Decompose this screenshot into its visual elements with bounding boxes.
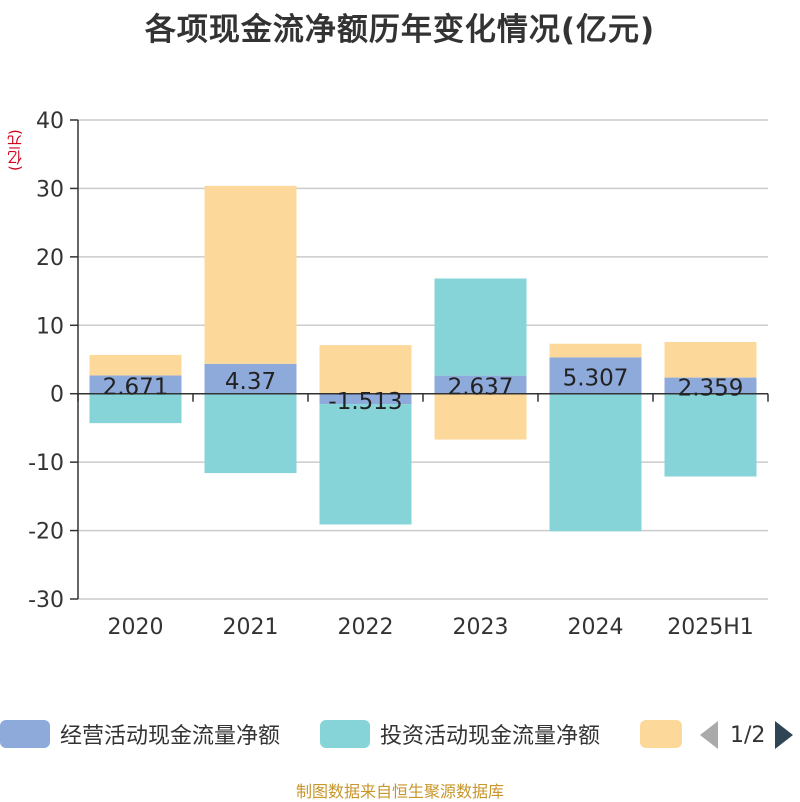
bar-operating-2022 (319, 393, 412, 405)
data-label-2023: 2.637 (448, 375, 514, 401)
bar-financing-2022 (319, 345, 412, 394)
data-label-2024: 5.307 (563, 366, 629, 392)
x-tick-label: 2020 (108, 615, 164, 640)
pager-prev-icon[interactable] (700, 721, 718, 749)
bar-financing-2020 (89, 354, 182, 376)
legend-item-investing[interactable]: 投资活动现金流量净额 (320, 716, 600, 752)
bar-investing-2020 (89, 393, 182, 424)
bar-financing-2023 (434, 393, 527, 440)
bar-financing-2025H1 (664, 341, 757, 378)
y-axis-unit: (亿元) (6, 129, 24, 171)
y-tick-label: -30 (28, 588, 64, 613)
y-tick-label: -20 (28, 520, 64, 545)
x-tick-label: 2023 (453, 615, 509, 640)
pager-next-icon[interactable] (775, 721, 794, 749)
legend-swatch-investing (320, 720, 370, 748)
pager-text: 1/2 (730, 722, 766, 748)
data-labels: 2.671 4.37 -1.513 2.637 5.307 2.359 (103, 366, 744, 415)
bar-operating-2024 (549, 357, 642, 394)
bar-investing-2025H1 (664, 393, 757, 477)
x-tick-label: 2022 (338, 615, 394, 640)
y-tick-label: 40 (36, 109, 64, 134)
data-label-2022: -1.513 (328, 389, 402, 415)
bar-operating-2021 (204, 363, 297, 394)
x-tick-label: 2025H1 (667, 615, 754, 640)
bar-operating-2023 (434, 375, 527, 394)
bar-investing-2024 (549, 393, 642, 532)
source-note: 制图数据来自恒生聚源数据库 (295, 782, 504, 801)
y-tick-label: -10 (28, 451, 64, 476)
legend-pager: 1/2 (700, 718, 794, 752)
legend-swatch-financing (640, 720, 682, 748)
data-label-2021: 4.37 (225, 369, 276, 395)
bar-operating-2020 (89, 375, 182, 394)
chart-title: 各项现金流净额历年变化情况(亿元) (144, 12, 656, 48)
data-label-2025H1: 2.359 (678, 376, 744, 402)
legend-item-financing[interactable] (640, 716, 692, 752)
y-tick-label: 20 (36, 246, 64, 271)
legend-item-operating[interactable]: 经营活动现金流量净额 (0, 716, 280, 752)
legend-label-operating: 经营活动现金流量净额 (60, 724, 281, 749)
y-tick-label: 30 (36, 177, 64, 202)
y-tick-label: 10 (36, 314, 64, 339)
bar-investing-2022 (319, 404, 412, 525)
bar-operating-2025H1 (664, 377, 757, 394)
x-tick-label: 2021 (223, 615, 279, 640)
x-tick-label: 2024 (568, 615, 624, 640)
legend-label-investing: 投资活动现金流量净额 (380, 724, 601, 749)
y-tick-label: 0 (50, 383, 64, 408)
data-label-2020: 2.671 (103, 375, 169, 401)
bars (89, 185, 757, 532)
legend: 经营活动现金流量净额 投资活动现金流量净额 (0, 716, 800, 756)
bar-chart: -30 -20 -10 0 10 20 30 40 2020 2021 2022 2023 2024 20… (28, 109, 769, 640)
bar-financing-2024 (549, 343, 642, 358)
bar-financing-2021 (204, 185, 297, 364)
bar-investing-2021 (204, 393, 297, 474)
axes: -30 -20 -10 0 10 20 30 40 2020 2021 2022 2023 2024 20… (28, 109, 769, 640)
bar-investing-2023 (434, 278, 527, 376)
legend-swatch-operating (0, 720, 50, 748)
